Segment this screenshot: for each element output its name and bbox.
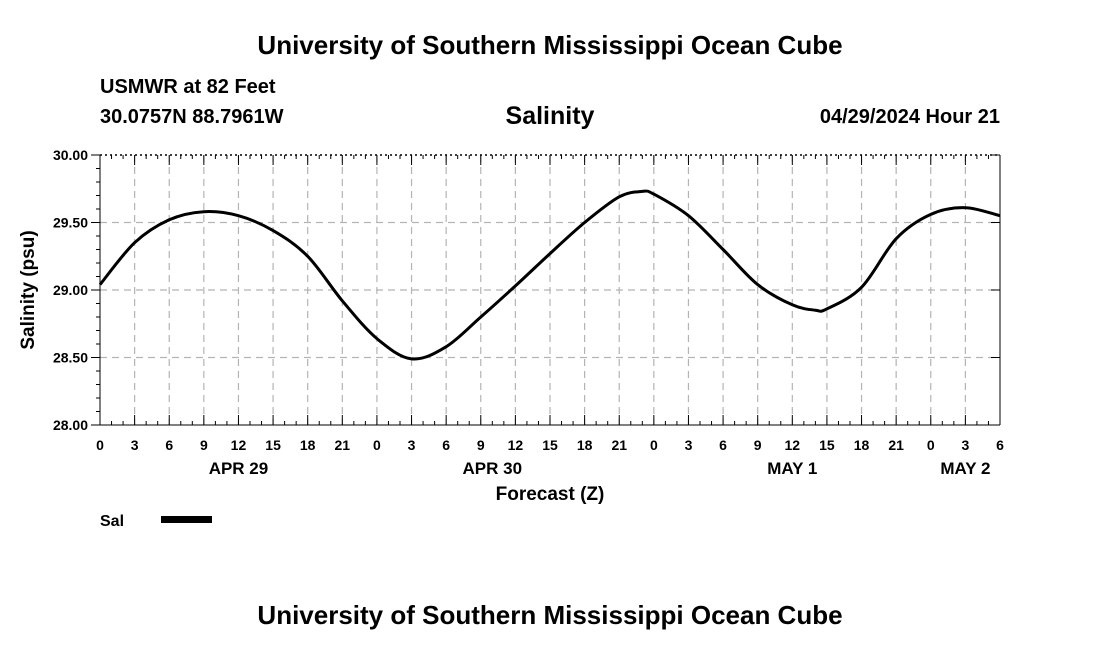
x-tick-label: 3 <box>131 437 139 453</box>
x-tick-label: 21 <box>888 437 904 453</box>
footer-title: University of Southern Mississippi Ocean… <box>257 600 843 630</box>
x-tick-label: 18 <box>300 437 316 453</box>
y-tick-label: 28.00 <box>53 417 88 433</box>
x-tick-label: 0 <box>96 437 104 453</box>
y-tick-label: 30.00 <box>53 147 88 163</box>
x-tick-label: 18 <box>577 437 593 453</box>
legend-swatch <box>161 516 212 523</box>
date-label: APR 29 <box>209 459 269 478</box>
x-tick-label: 15 <box>542 437 558 453</box>
y-tick-label: 28.50 <box>53 350 88 366</box>
x-tick-label: 6 <box>442 437 450 453</box>
x-tick-label: 3 <box>961 437 969 453</box>
legend-label: Sal <box>100 513 124 530</box>
coordinates-label: 30.0757N 88.7961W <box>100 106 284 128</box>
date-label: MAY 1 <box>767 459 817 478</box>
x-tick-label: 3 <box>685 437 693 453</box>
x-tick-label: 0 <box>927 437 935 453</box>
date-label: MAY 2 <box>940 459 990 478</box>
chart-title: Salinity <box>506 102 595 130</box>
y-tick-label: 29.00 <box>53 282 88 298</box>
x-tick-label: 0 <box>373 437 381 453</box>
x-tick-label: 12 <box>785 437 801 453</box>
series-line-sal <box>98 189 1001 361</box>
x-tick-label: 6 <box>719 437 727 453</box>
y-axis-label: Salinity (psu) <box>18 230 39 349</box>
x-tick-label: 15 <box>819 437 835 453</box>
x-tick-label: 15 <box>265 437 281 453</box>
x-tick-label: 21 <box>335 437 351 453</box>
x-tick-label: 3 <box>408 437 416 453</box>
x-tick-label: 12 <box>508 437 524 453</box>
x-tick-label: 21 <box>611 437 627 453</box>
page-title: University of Southern Mississippi Ocean… <box>257 30 843 60</box>
x-axis-label: Forecast (Z) <box>496 484 605 505</box>
x-tick-label: 6 <box>996 437 1004 453</box>
x-tick-label: 9 <box>200 437 208 453</box>
x-tick-label: 12 <box>231 437 247 453</box>
x-tick-label: 6 <box>165 437 173 453</box>
x-tick-label: 18 <box>854 437 870 453</box>
date-label: APR 30 <box>463 459 523 478</box>
x-tick-label: 0 <box>650 437 658 453</box>
x-tick-label: 9 <box>754 437 762 453</box>
x-tick-label: 9 <box>477 437 485 453</box>
station-label: USMWR at 82 Feet <box>100 76 276 98</box>
forecast-datetime: 04/29/2024 Hour 21 <box>819 106 1000 128</box>
y-tick-label: 29.50 <box>53 215 88 231</box>
